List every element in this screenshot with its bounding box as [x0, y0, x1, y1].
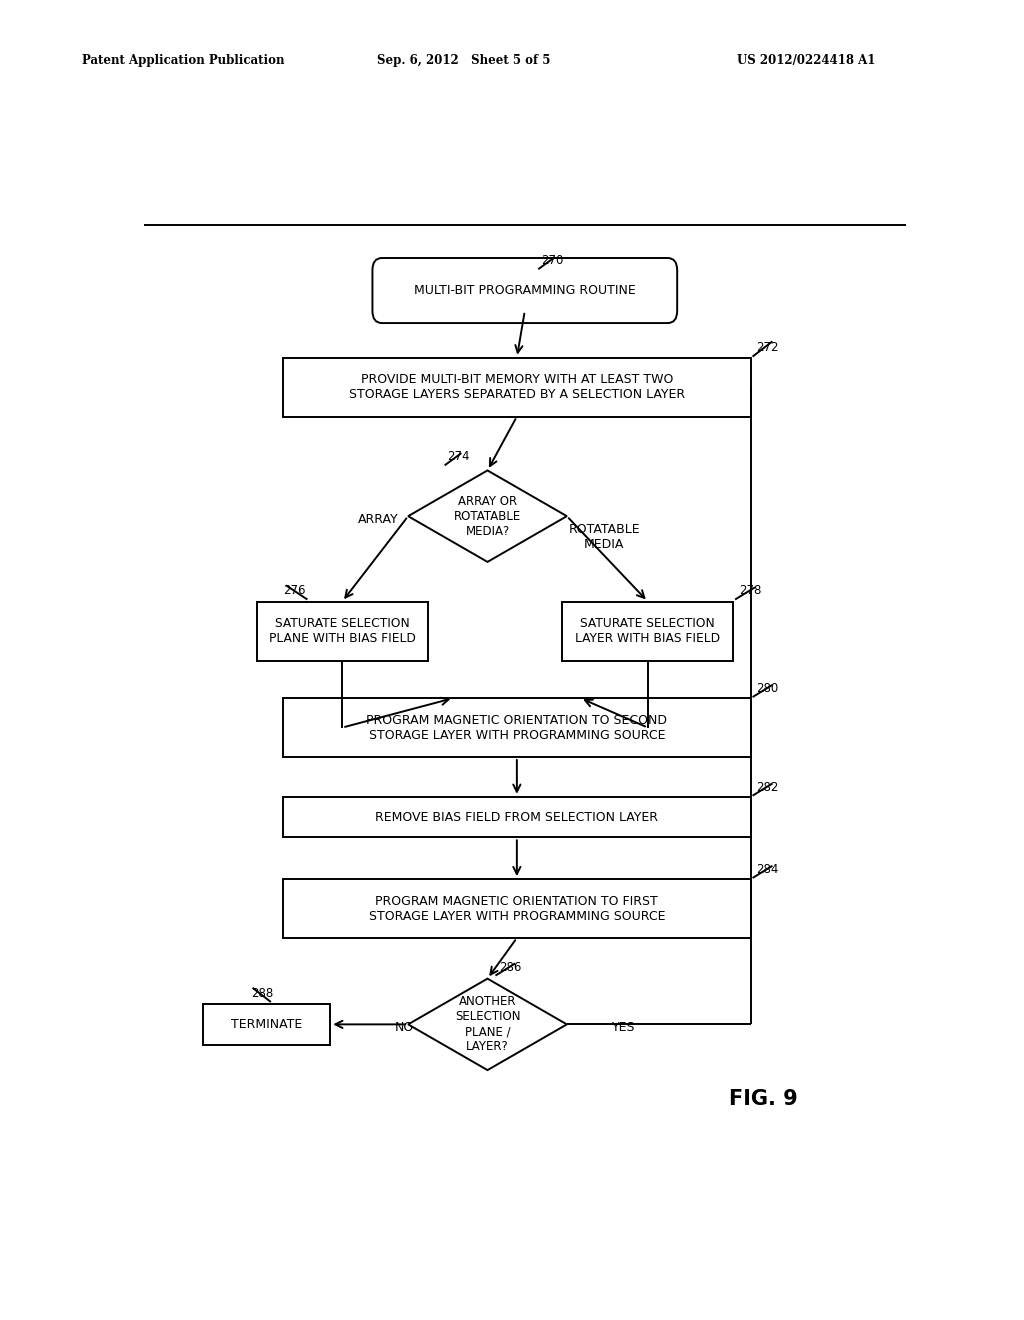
Bar: [283, 879, 751, 939]
Text: PROGRAM MAGNETIC ORIENTATION TO FIRST
STORAGE LAYER WITH PROGRAMMING SOURCE: PROGRAM MAGNETIC ORIENTATION TO FIRST ST…: [369, 895, 666, 923]
Text: TERMINATE: TERMINATE: [231, 1018, 302, 1031]
Text: NO: NO: [394, 1020, 414, 1034]
Text: 276: 276: [284, 585, 306, 598]
Text: Patent Application Publication: Patent Application Publication: [82, 54, 285, 67]
Text: PROVIDE MULTI-BIT MEMORY WITH AT LEAST TWO
STORAGE LAYERS SEPARATED BY A SELECTI: PROVIDE MULTI-BIT MEMORY WITH AT LEAST T…: [349, 374, 685, 401]
Text: MULTI-BIT PROGRAMMING ROUTINE: MULTI-BIT PROGRAMMING ROUTINE: [414, 284, 636, 297]
Bar: [562, 602, 733, 660]
Bar: [283, 358, 751, 417]
Text: 288: 288: [251, 987, 273, 1001]
Text: SATURATE SELECTION
PLANE WITH BIAS FIELD: SATURATE SELECTION PLANE WITH BIAS FIELD: [269, 616, 416, 645]
Polygon shape: [409, 978, 567, 1071]
Text: 282: 282: [757, 780, 779, 793]
FancyBboxPatch shape: [373, 257, 677, 323]
Bar: [283, 797, 751, 837]
Text: FIG. 9: FIG. 9: [728, 1089, 798, 1109]
Text: SATURATE SELECTION
LAYER WITH BIAS FIELD: SATURATE SELECTION LAYER WITH BIAS FIELD: [575, 616, 720, 645]
Text: 278: 278: [739, 585, 762, 598]
Bar: [204, 1005, 331, 1044]
Text: 274: 274: [447, 450, 470, 463]
Bar: [283, 698, 751, 758]
Text: REMOVE BIAS FIELD FROM SELECTION LAYER: REMOVE BIAS FIELD FROM SELECTION LAYER: [376, 810, 658, 824]
Text: ARRAY: ARRAY: [357, 512, 398, 525]
Text: Sep. 6, 2012   Sheet 5 of 5: Sep. 6, 2012 Sheet 5 of 5: [377, 54, 550, 67]
Polygon shape: [409, 470, 567, 562]
Text: 272: 272: [757, 341, 779, 354]
Bar: [257, 602, 428, 660]
Text: 284: 284: [757, 863, 779, 876]
Text: YES: YES: [612, 1020, 636, 1034]
Text: ROTATABLE
MEDIA: ROTATABLE MEDIA: [568, 523, 640, 550]
Text: PROGRAM MAGNETIC ORIENTATION TO SECOND
STORAGE LAYER WITH PROGRAMMING SOURCE: PROGRAM MAGNETIC ORIENTATION TO SECOND S…: [367, 714, 668, 742]
Text: 286: 286: [500, 961, 522, 974]
Text: US 2012/0224418 A1: US 2012/0224418 A1: [737, 54, 876, 67]
Text: ARRAY OR
ROTATABLE
MEDIA?: ARRAY OR ROTATABLE MEDIA?: [454, 495, 521, 537]
Text: 270: 270: [541, 255, 563, 267]
Text: 280: 280: [757, 682, 779, 696]
Text: ANOTHER
SELECTION
PLANE /
LAYER?: ANOTHER SELECTION PLANE / LAYER?: [455, 995, 520, 1053]
